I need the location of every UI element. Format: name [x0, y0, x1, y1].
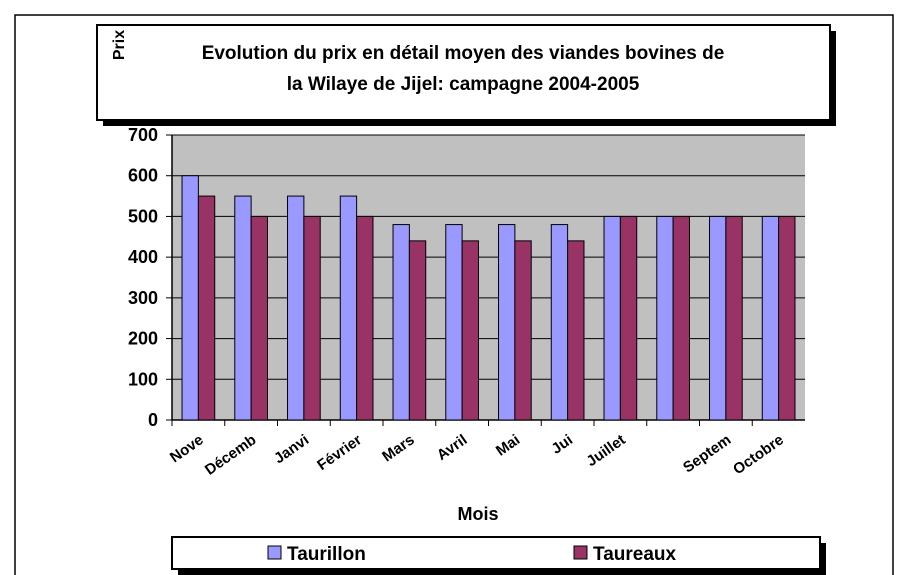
- y-tick-label: 600: [128, 166, 158, 186]
- y-tick-label: 400: [128, 247, 158, 267]
- bar: [197, 195, 216, 421]
- bar: [761, 215, 780, 421]
- bar: [672, 215, 690, 421]
- y-axis-label: Prix: [111, 30, 128, 60]
- bar: [603, 215, 621, 421]
- y-tick-label: 0: [148, 410, 158, 430]
- bar: [181, 175, 199, 421]
- title-box: [96, 24, 831, 121]
- bar: [461, 240, 479, 421]
- bar: [567, 240, 585, 421]
- bar: [234, 195, 252, 421]
- y-tick-label: 300: [128, 288, 158, 308]
- bar: [339, 195, 358, 421]
- bar: [725, 215, 743, 421]
- bar: [356, 215, 374, 421]
- bar: [709, 215, 727, 421]
- legend-box: [171, 536, 821, 570]
- legend-swatch: [267, 545, 282, 560]
- bar: [287, 195, 305, 421]
- bar: [619, 215, 638, 421]
- x-axis-label: Mois: [457, 504, 498, 524]
- bar: [656, 215, 674, 421]
- chart-title: Evolution du prix en détail moyen des vi…: [202, 43, 725, 64]
- chart-title: la Wilaye de Jijel: campagne 2004-2005: [287, 74, 640, 95]
- bar: [550, 224, 569, 421]
- legend-swatch: [573, 545, 588, 560]
- bar: [498, 224, 516, 421]
- bar: [514, 240, 532, 421]
- bar: [303, 215, 321, 421]
- bar: [250, 215, 268, 421]
- bar: [408, 240, 427, 421]
- legend-label: Taureaux: [593, 544, 677, 565]
- bar: [445, 224, 463, 421]
- legend-label: Taurillon: [287, 544, 366, 565]
- y-tick-label: 500: [128, 206, 158, 226]
- y-tick-label: 200: [128, 329, 158, 349]
- y-tick-label: 700: [128, 125, 158, 145]
- plot-area: [172, 135, 805, 420]
- y-tick-label: 100: [128, 369, 158, 389]
- bar: [392, 224, 410, 421]
- bar: [778, 215, 796, 421]
